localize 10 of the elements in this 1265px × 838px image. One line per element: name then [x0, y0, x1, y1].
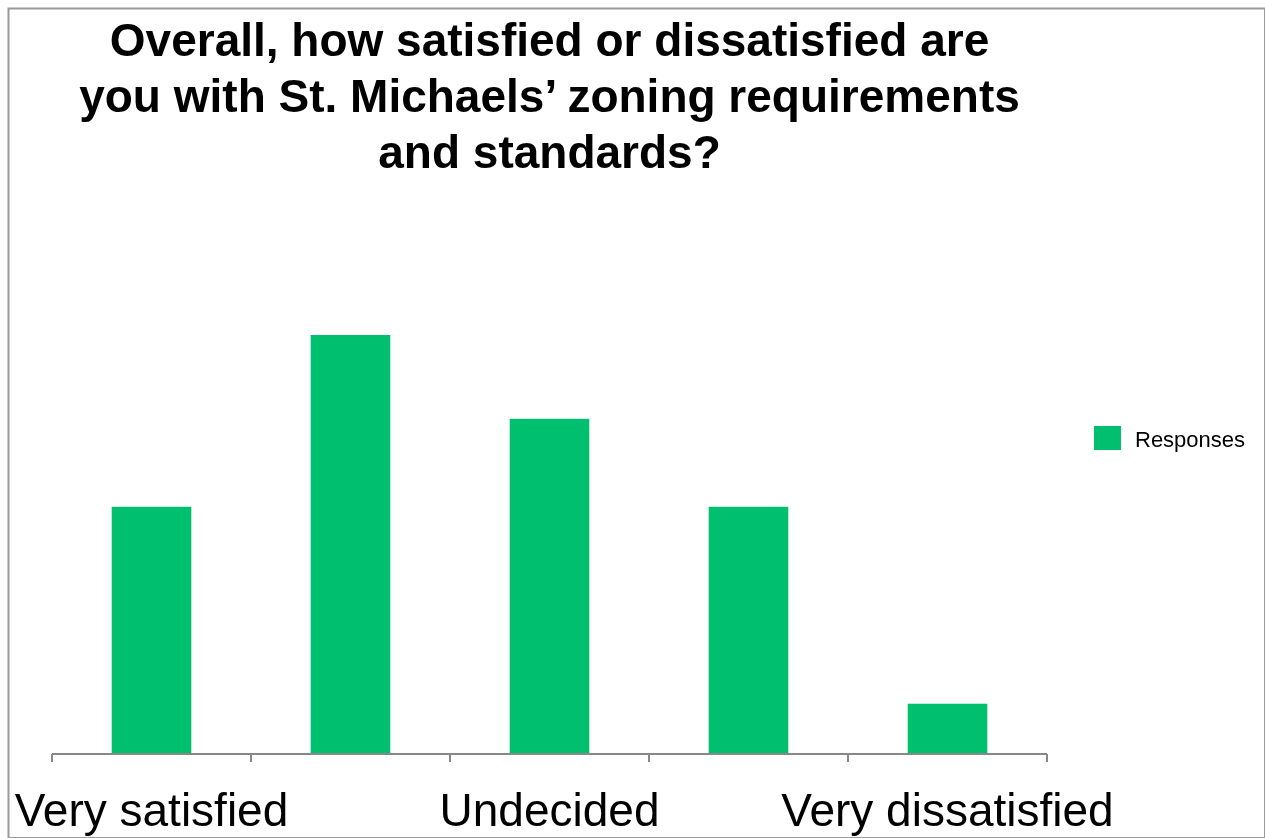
bar	[708, 506, 789, 754]
x-tick-label: Very dissatisfied	[781, 784, 1114, 836]
bar	[310, 335, 391, 754]
bar	[509, 418, 590, 754]
x-tick-label: Very satisfied	[14, 784, 289, 836]
chart-title: Overall, how satisfied or dissatisfied are you with St. Michaels’ zoning requirements and standards?	[79, 14, 1020, 178]
bar	[111, 506, 192, 754]
legend-label: Responses	[1135, 427, 1246, 452]
x-tick-label: Undecided	[439, 784, 660, 836]
bar	[907, 703, 988, 754]
